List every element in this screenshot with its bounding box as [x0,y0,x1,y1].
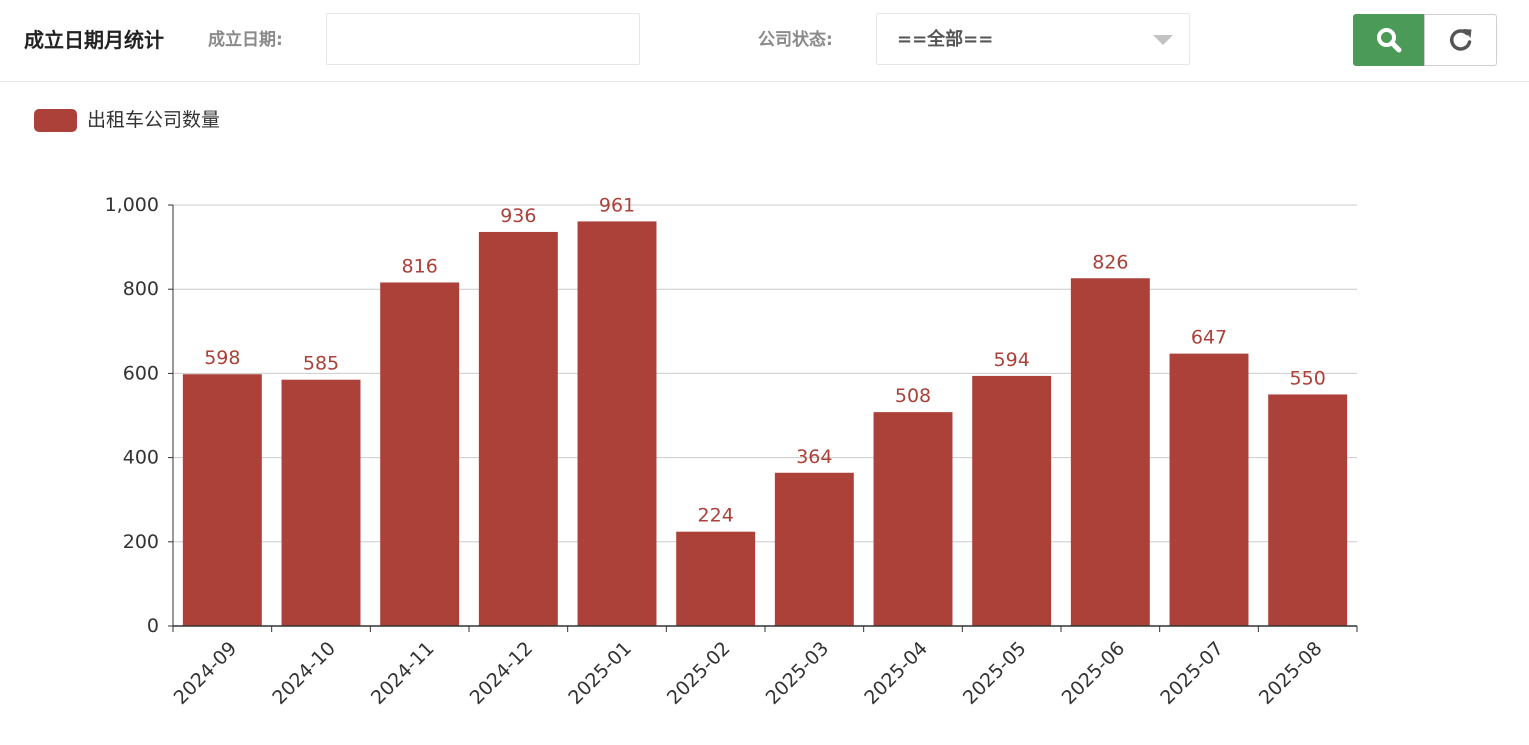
bar-value-label: 826 [1092,251,1128,273]
bar-value-label: 364 [796,446,832,468]
bar [873,412,953,626]
bar-value-label: 550 [1290,367,1326,389]
chevron-down-icon [1153,35,1173,45]
y-tick-label: 400 [123,447,159,469]
bar [577,221,657,626]
bar [182,374,262,626]
bar [774,472,854,626]
y-tick-label: 600 [123,362,159,384]
y-tick-label: 1,000 [105,194,159,216]
bar [1070,278,1150,626]
bar-value-label: 647 [1191,327,1227,349]
bar-value-label: 936 [500,205,536,227]
bar [380,282,460,626]
bar-value-label: 598 [204,347,240,369]
x-tick-label: 2025-07 [1156,637,1228,709]
x-tick-label: 2025-08 [1255,637,1327,709]
bar-value-label: 585 [303,353,339,375]
x-tick-label: 2025-01 [564,637,636,709]
bar-value-label: 594 [994,349,1030,371]
bar-value-label: 961 [599,194,635,216]
bar [676,531,756,626]
bar [972,375,1052,626]
bar [1169,353,1249,626]
bar [281,379,361,626]
page-title: 成立日期月统计 [24,28,164,52]
x-tick-label: 2025-03 [762,637,834,709]
x-tick-label: 2025-04 [860,637,932,709]
status-label: 公司状态: [758,30,833,50]
x-tick-label: 2024-12 [466,637,538,709]
refresh-icon [1449,29,1471,51]
bar-value-label: 508 [895,385,931,407]
bar [1268,394,1348,626]
y-tick-label: 0 [147,615,159,637]
status-select[interactable]: ==全部== [876,13,1190,65]
x-tick-label: 2025-05 [959,637,1031,709]
date-label: 成立日期: [208,30,283,50]
search-button[interactable] [1353,14,1425,66]
bar-value-label: 224 [698,505,734,527]
x-tick-label: 2025-02 [663,637,735,709]
y-tick-label: 200 [123,531,159,553]
toolbar: 成立日期月统计 成立日期: 公司状态: ==全部== [0,0,1529,82]
status-select-value: ==全部== [897,29,994,50]
bar-value-label: 816 [402,255,438,277]
y-tick-label: 800 [123,278,159,300]
x-tick-label: 2024-09 [170,637,242,709]
legend-swatch [34,109,77,132]
date-input[interactable] [326,13,640,65]
x-tick-label: 2024-10 [268,637,340,709]
search-icon [1377,28,1402,53]
legend-label: 出租车公司数量 [87,109,221,131]
x-tick-label: 2024-11 [367,637,439,709]
refresh-button[interactable] [1424,14,1497,66]
x-tick-label: 2025-06 [1058,637,1130,709]
bar [478,231,558,626]
